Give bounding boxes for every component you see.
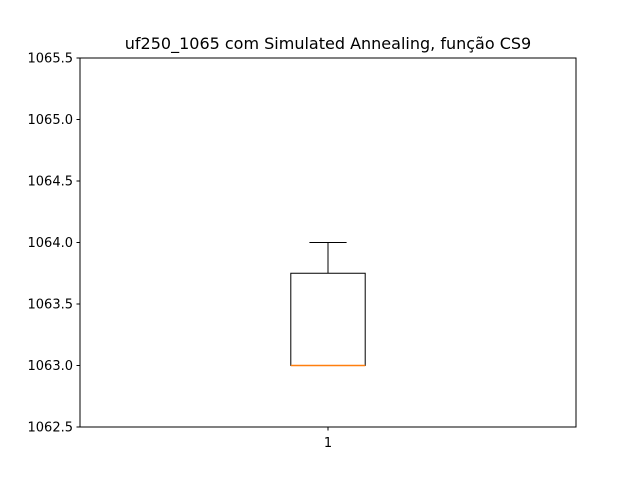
x-tick-label: 1	[324, 436, 332, 451]
y-tick-label: 1064.0	[28, 236, 74, 251]
plot-frame	[79, 57, 577, 428]
y-axis: 1062.5 1063.0 1063.5 1064.0 1064.5 1065.0 1065…	[28, 52, 80, 436]
y-tick-label: 1063.0	[28, 359, 74, 374]
y-tick-label: 1064.5	[28, 175, 74, 190]
x-axis: 1	[324, 427, 332, 451]
plot-marks	[290, 242, 366, 367]
y-tick-label: 1062.5	[28, 421, 74, 436]
chart-title: uf250_1065 com Simulated Annealing, funç…	[125, 34, 531, 54]
y-tick-label: 1065.0	[28, 113, 74, 128]
y-tick-label: 1063.5	[28, 298, 74, 313]
y-tick-label: 1065.5	[28, 52, 74, 67]
